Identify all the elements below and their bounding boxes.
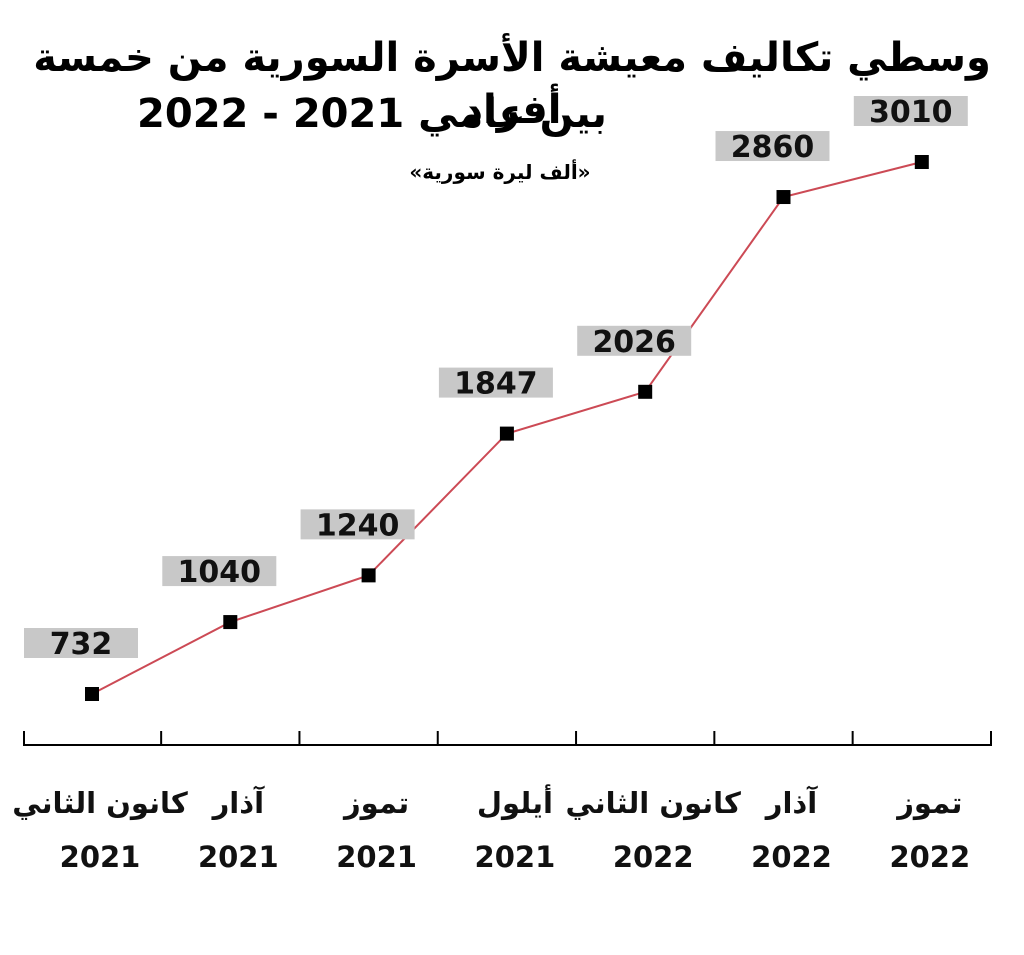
data-label-value: 1847 <box>454 367 538 402</box>
x-tick-month: آذار <box>211 785 266 820</box>
x-tick-month: كانون الثاني <box>565 786 741 820</box>
data-label: 2860 <box>715 130 830 165</box>
x-tick-month: آذار <box>764 785 819 820</box>
data-point-marker <box>223 615 238 630</box>
data-label-value: 2026 <box>592 325 676 360</box>
x-tick-year: 2022 <box>613 840 694 874</box>
x-tick-labels: كانون الثاني 2021 آذار 2021 تموز 2021 أيلول 202… <box>12 784 970 874</box>
data-point-marker <box>361 568 376 583</box>
x-tick-label: تموز 2021 <box>336 786 417 874</box>
data-label-value: 3010 <box>869 95 953 130</box>
data-label: 732 <box>24 627 138 662</box>
data-label-box <box>853 96 968 126</box>
data-label-value: 1240 <box>316 508 400 543</box>
x-tick-month: تموز <box>342 786 409 820</box>
x-tick-label: أيلول 2021 <box>475 784 556 874</box>
x-tick-year: 2021 <box>60 840 141 874</box>
data-label-box <box>715 131 830 162</box>
data-label-box <box>438 367 553 398</box>
x-tick-month: تموز <box>895 786 962 820</box>
data-label: 3010 <box>853 95 968 130</box>
data-label-box <box>300 509 415 540</box>
data-label: 1040 <box>162 555 277 590</box>
data-markers <box>85 155 929 701</box>
chart-title-line1: وسطي تكاليف معيشة الأسرة السورية من خمسة… <box>33 35 991 133</box>
x-tick-label: آذار 2022 <box>751 785 832 874</box>
x-tick-month: كانون الثاني <box>12 786 188 820</box>
data-label-box <box>24 628 138 658</box>
x-tick-year: 2022 <box>889 840 970 874</box>
x-axis <box>23 731 992 746</box>
data-point-marker <box>638 384 653 399</box>
data-label-value: 2860 <box>731 130 815 165</box>
data-point-marker <box>776 190 791 205</box>
data-labels: 732 1040 1240 1847 2026 2860 3010 <box>24 95 968 662</box>
x-tick-label: آذار 2021 <box>198 785 279 874</box>
data-point-marker <box>914 155 929 169</box>
unit-note: «ألف ليرة سورية» <box>409 160 591 184</box>
data-point-marker <box>499 426 514 441</box>
x-tick-year: 2022 <box>751 840 832 874</box>
data-label-box <box>577 325 692 356</box>
data-point-marker <box>85 687 99 701</box>
x-tick-label: تموز 2022 <box>889 786 970 874</box>
data-label: 1847 <box>438 367 553 402</box>
x-tick-month: أيلول <box>477 784 553 820</box>
data-label: 1240 <box>300 508 415 543</box>
data-label-value: 1040 <box>178 555 262 590</box>
x-tick-year: 2021 <box>475 840 556 874</box>
x-tick-label: كانون الثاني 2021 <box>12 786 188 874</box>
data-label: 2026 <box>577 325 692 360</box>
chart-title-line2: بين عامي 2021 - 2022 <box>137 91 607 137</box>
data-label-value: 732 <box>50 627 113 662</box>
x-tick-year: 2021 <box>198 840 279 874</box>
x-tick-label: كانون الثاني 2022 <box>565 786 741 874</box>
x-tick-year: 2021 <box>336 840 417 874</box>
data-label-box <box>162 556 277 587</box>
